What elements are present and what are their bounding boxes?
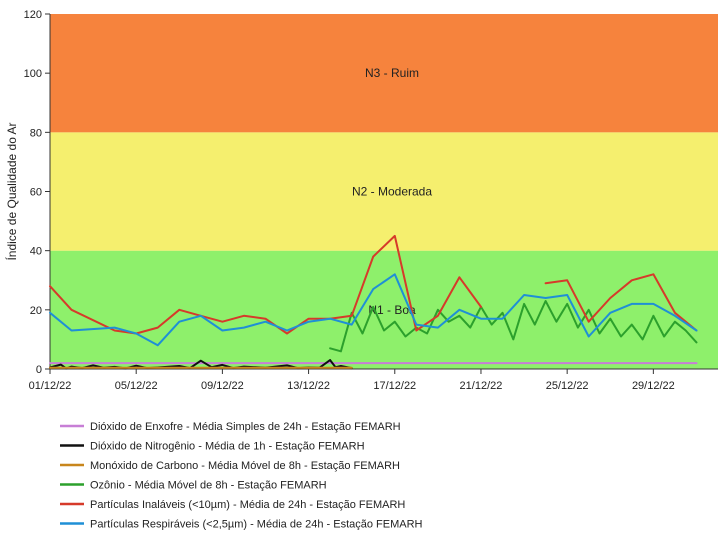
series-line-6 bbox=[49, 273, 698, 347]
band-label: N3 - Ruim bbox=[365, 66, 419, 80]
quality-bands: N1 - Boa N2 - Moderada N3 - Ruim bbox=[50, 14, 718, 369]
series-line-4 bbox=[329, 300, 698, 353]
y-tick-label: 120 bbox=[24, 9, 42, 21]
x-tick-label: 29/12/22 bbox=[632, 380, 675, 392]
band-2 bbox=[50, 132, 718, 251]
axes: 0 20 40 60 80 100 120 01/12/22 05/12/22 09/12/22 1… bbox=[4, 9, 718, 392]
legend: Dióxido de Enxofre - Média Simples de 24… bbox=[60, 421, 423, 531]
legend-label-3: Monóxido de Carbono - Média Móvel de 8h … bbox=[90, 460, 400, 472]
y-tick-label: 0 bbox=[36, 364, 42, 376]
x-tick-label: 05/12/22 bbox=[115, 380, 158, 392]
band-3 bbox=[50, 14, 718, 133]
x-tick-label: 17/12/22 bbox=[373, 380, 416, 392]
y-tick-label: 100 bbox=[24, 68, 42, 80]
x-tick-label: 13/12/22 bbox=[287, 380, 330, 392]
legend-label-6: Partículas Respiráveis (<2,5µm) - Média … bbox=[90, 519, 423, 531]
series-lines bbox=[49, 234, 698, 370]
band-label: N1 - Boa bbox=[368, 303, 416, 317]
x-tick-label: 21/12/22 bbox=[460, 380, 503, 392]
legend-label-2: Dióxido de Nitrogênio - Média de 1h - Es… bbox=[90, 441, 365, 453]
legend-label-1: Dióxido de Enxofre - Média Simples de 24… bbox=[90, 421, 401, 433]
legend-label-4: Ozônio - Média Móvel de 8h - Estação FEM… bbox=[90, 480, 327, 492]
y-tick-label: 40 bbox=[30, 246, 42, 258]
band-label: N2 - Moderada bbox=[352, 185, 432, 199]
x-tick-label: 09/12/22 bbox=[201, 380, 244, 392]
y-tick-label: 80 bbox=[30, 127, 42, 139]
y-tick-label: 20 bbox=[30, 305, 42, 317]
band-1 bbox=[50, 250, 718, 369]
y-tick-label: 60 bbox=[30, 187, 42, 199]
x-tick-label: 25/12/22 bbox=[546, 380, 589, 392]
x-tick-label: 01/12/22 bbox=[29, 380, 72, 392]
y-axis-title: Índice de Qualidade do Ar bbox=[4, 122, 19, 260]
legend-label-5: Partículas Inaláveis (<10µm) - Média de … bbox=[90, 499, 405, 511]
